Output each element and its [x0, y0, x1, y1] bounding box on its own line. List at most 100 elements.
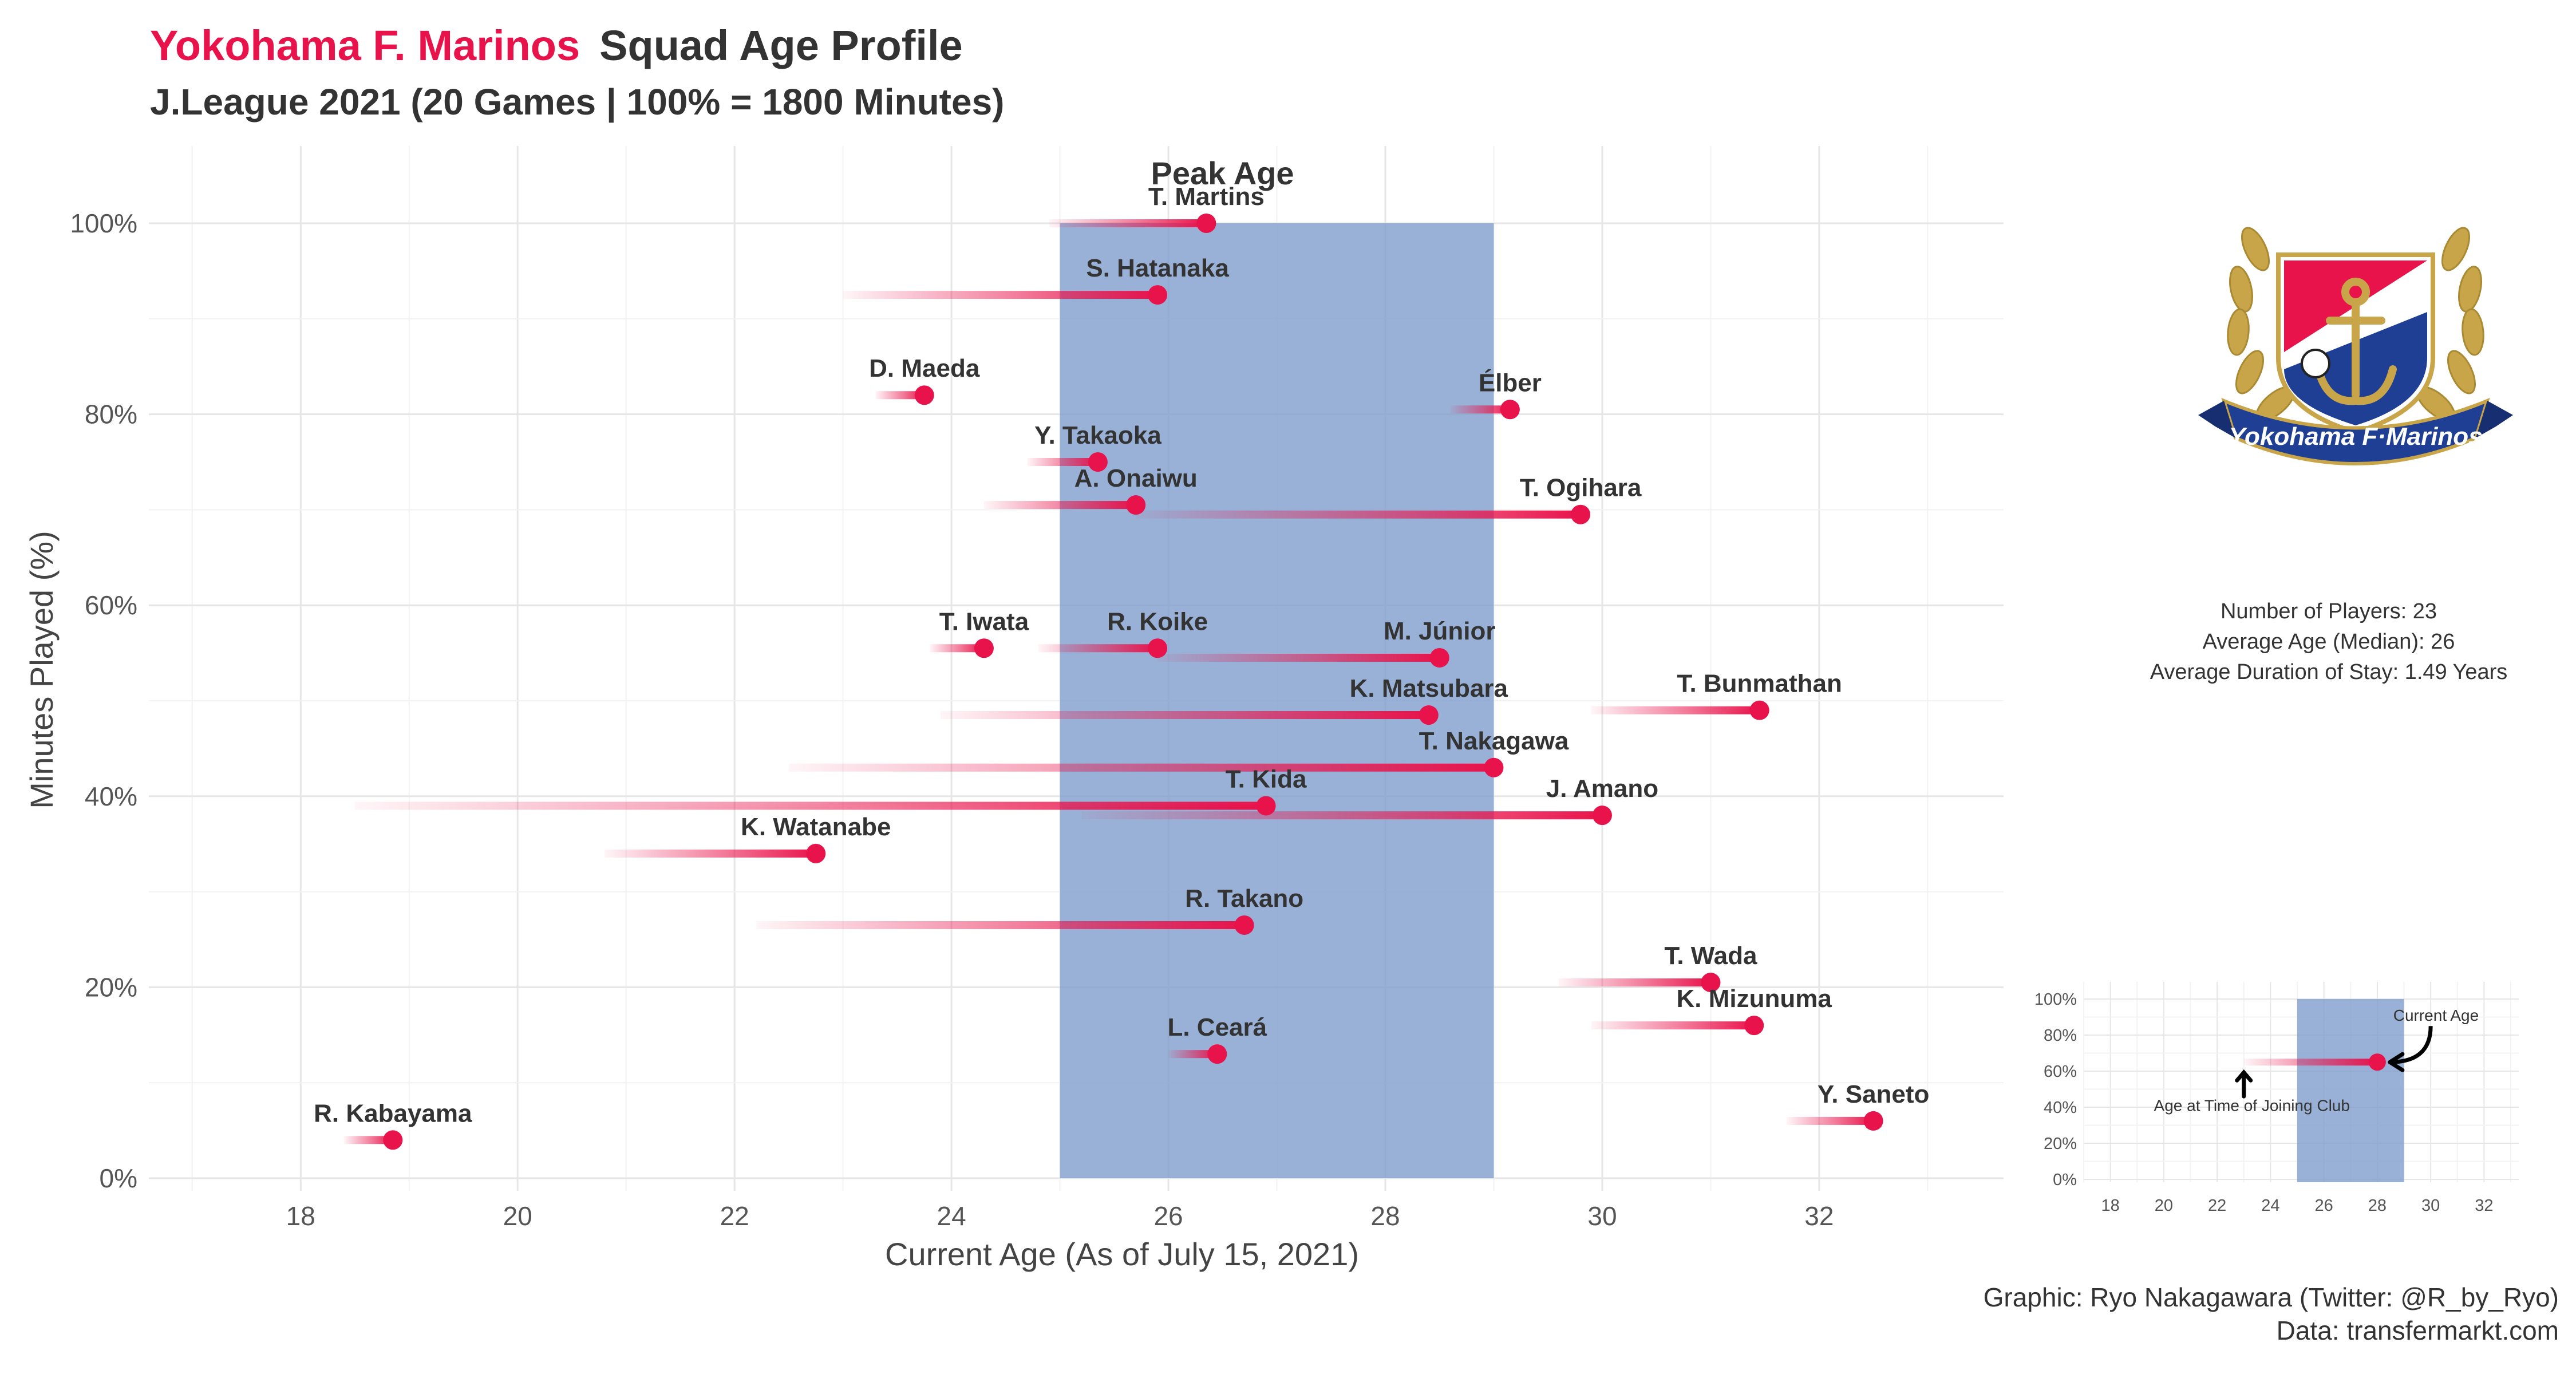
main-axes: 18 20 22 24 26 28 30 32 0% 20% 40% 60% 80% 100% Curren… [23, 208, 1834, 1272]
player-label: T. Kida [1226, 765, 1307, 793]
legend-x-tick: 20 [2155, 1197, 2173, 1215]
player-point [1088, 452, 1108, 472]
legend-y-tick: 100% [2034, 990, 2077, 1009]
x-tick-label: 20 [503, 1201, 532, 1231]
chart-title: Yokohama F. Marinos Squad Age Profile [150, 22, 963, 69]
player-label: R. Takano [1185, 885, 1303, 913]
stay-line [1591, 1021, 1755, 1030]
y-tick-label: 0% [100, 1163, 137, 1193]
peak-age-label: Peak Age [1151, 155, 1294, 191]
y-tick-label: 20% [85, 972, 137, 1002]
player-point [1234, 915, 1254, 935]
x-tick-label: 30 [1587, 1201, 1617, 1231]
legend-y-tick: 0% [2053, 1171, 2077, 1189]
player-point [1484, 757, 1504, 777]
y-tick-label: 60% [85, 590, 137, 620]
x-tick-label: 26 [1153, 1201, 1183, 1231]
credit-data: Data: transfermarkt.com [2277, 1316, 2559, 1345]
stay-line [941, 711, 1429, 720]
player-label: T. Bunmathan [1677, 670, 1842, 698]
ribbon-tail-left [2198, 401, 2235, 438]
ribbon-tail-right [2476, 401, 2513, 438]
stay-line [344, 1136, 393, 1144]
player-label: T. Wada [1664, 942, 1757, 970]
soccer-ball-icon [2301, 349, 2330, 378]
stay-line [1136, 510, 1581, 519]
player-point [1148, 638, 1168, 658]
legend-y-tick: 40% [2044, 1099, 2077, 1117]
stay-line [1027, 458, 1098, 466]
player-label: Y. Saneto [1818, 1080, 1930, 1108]
legend-y-tick: 80% [2044, 1026, 2077, 1045]
y-tick-label: 100% [70, 208, 137, 238]
squad-stats: Number of Players: 23 Average Age (Media… [2150, 599, 2508, 684]
player-labels: T. Martins S. Hatanaka D. Maeda Élber Y. Tak… [314, 183, 1929, 1127]
legend-y-tick: 20% [2044, 1135, 2077, 1153]
credit-graphic: Graphic: Ryo Nakagawara (Twitter: @R_by_… [1984, 1282, 2559, 1312]
stay-line [1787, 1116, 1874, 1125]
player-points [383, 214, 1883, 1150]
x-tick-label: 28 [1370, 1201, 1400, 1231]
player-label: R. Kabayama [314, 1099, 472, 1127]
current-age-arrowhead [2388, 1052, 2405, 1072]
current-age-arrow [2389, 1026, 2433, 1064]
laurel-wreath [2227, 227, 2484, 421]
player-point [1419, 705, 1439, 725]
player-point [1429, 647, 1449, 668]
player-label: T. Ogihara [1520, 474, 1642, 502]
player-label: A. Onaiwu [1074, 464, 1198, 492]
x-tick-label: 18 [286, 1201, 315, 1231]
player-point [806, 843, 826, 863]
x-tick-label: 22 [720, 1201, 749, 1231]
crest-ribbon-text: Yokohama F·Marinos [2229, 423, 2482, 451]
stay-line [1038, 644, 1158, 653]
x-axis-title: Current Age (As of July 15, 2021) [885, 1236, 1359, 1272]
title-rest: Squad Age Profile [599, 22, 963, 69]
legend-x-tick: 28 [2368, 1197, 2387, 1215]
player-label: M. Júnior [1384, 617, 1496, 645]
player-label: K. Matsubara [1350, 674, 1508, 702]
stay-line [355, 802, 1266, 810]
x-tick-label: 24 [937, 1201, 966, 1231]
x-tick-label: 32 [1804, 1201, 1834, 1231]
y-axis-title: Minutes Played (%) [23, 531, 60, 809]
player-point [1744, 1016, 1764, 1036]
player-point [1148, 285, 1168, 305]
player-point [1500, 400, 1520, 420]
player-label: J. Amano [1546, 775, 1658, 803]
y-tick-label: 80% [85, 400, 137, 429]
legend-stay-line [2243, 1059, 2377, 1066]
legend-joined-age-label: Age at Time of Joining Club [2154, 1096, 2350, 1114]
player-point [383, 1130, 403, 1150]
player-point [1196, 214, 1216, 233]
team-name: Yokohama F. Marinos [150, 22, 580, 69]
legend-x-tick: 24 [2261, 1197, 2279, 1215]
legend-x-tick: 26 [2314, 1197, 2333, 1215]
stay-line [604, 849, 816, 858]
player-label: T. Nakagawa [1419, 727, 1569, 755]
player-label: Élber [1479, 368, 1542, 397]
chart-subtitle: J.League 2021 (20 Games | 100% = 1800 Mi… [150, 81, 1004, 123]
player-point [1126, 495, 1146, 515]
stat-number-of-players: Number of Players: 23 [2221, 599, 2437, 623]
player-point [1592, 806, 1612, 826]
stay-line [1049, 219, 1207, 227]
stay-line [875, 391, 924, 400]
player-point [974, 638, 994, 658]
legend-y-tick: 60% [2044, 1063, 2077, 1081]
stay-line [1168, 1050, 1218, 1059]
legend-x-tick: 30 [2421, 1197, 2440, 1215]
legend-peak-band [2297, 999, 2404, 1182]
peak-age-band-layer: Peak Age [1060, 155, 1494, 1178]
stay-line [1450, 405, 1510, 414]
player-point [1863, 1111, 1883, 1131]
stay-line [788, 763, 1494, 772]
stay-line [983, 501, 1136, 510]
stay-line [1157, 653, 1440, 662]
stay-line [1559, 978, 1711, 987]
legend-point [2368, 1053, 2386, 1071]
player-label: Y. Takaoka [1034, 421, 1161, 449]
player-label: K. Mizunuma [1677, 985, 1832, 1013]
legend-mini-chart: 18 20 22 24 26 28 30 32 0% 20% 40% 60% 80% 100% Curren… [2034, 982, 2519, 1215]
